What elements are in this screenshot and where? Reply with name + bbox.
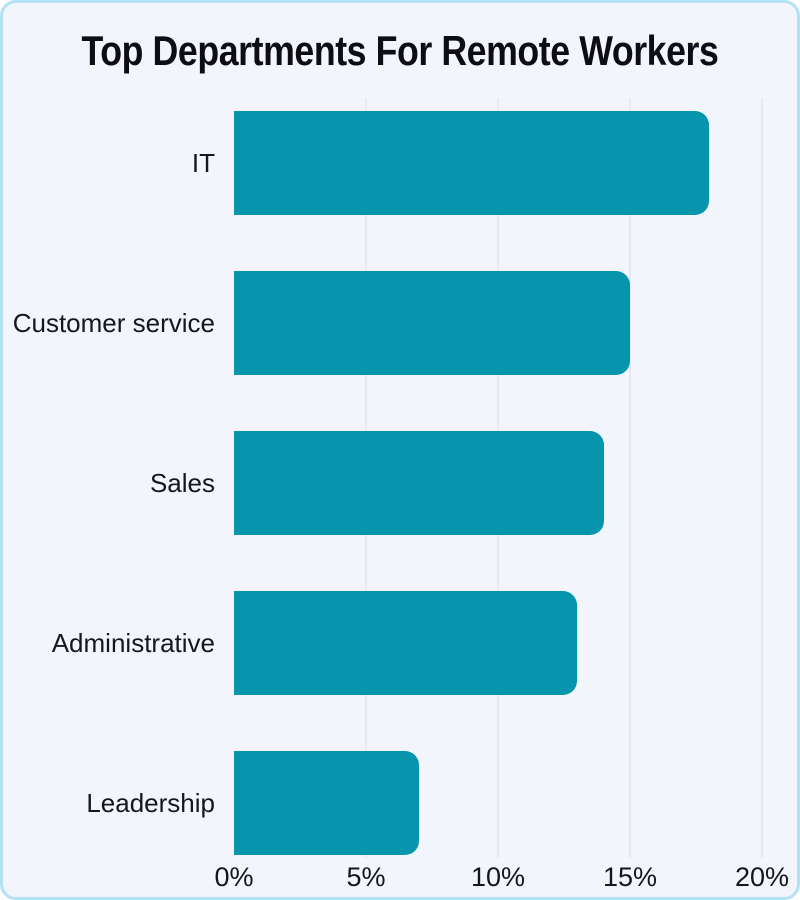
x-tick-label-15: 15% [602,862,658,892]
category-label-it: IT [191,147,215,178]
bar-administrative [234,591,578,695]
gridline-20 [761,98,763,858]
category-label-sales: Sales [149,467,215,498]
x-tick-label-10: 10% [470,862,526,892]
gridline-15 [629,98,631,858]
x-tick-label-20: 20% [734,862,790,892]
category-label-leadership: Leadership [86,787,215,818]
bar-sales [234,431,604,535]
bar-leadership [234,751,419,855]
category-label-administrative: Administrative [51,627,215,658]
x-tick-label-5: 5% [346,862,386,892]
plot-area [234,98,763,858]
x-tick-label-0: 0% [214,862,254,892]
bar-chart: IT Customer service Sales Administrative Lea… [3,98,797,892]
chart-title: Top Departments For Remote Workers [81,27,719,74]
category-label-customer-service: Customer service [12,307,215,338]
bar-it [234,111,710,215]
bar-customer-service [234,271,630,375]
x-axis: 0% 5% 10% 15% 20% [214,858,789,897]
